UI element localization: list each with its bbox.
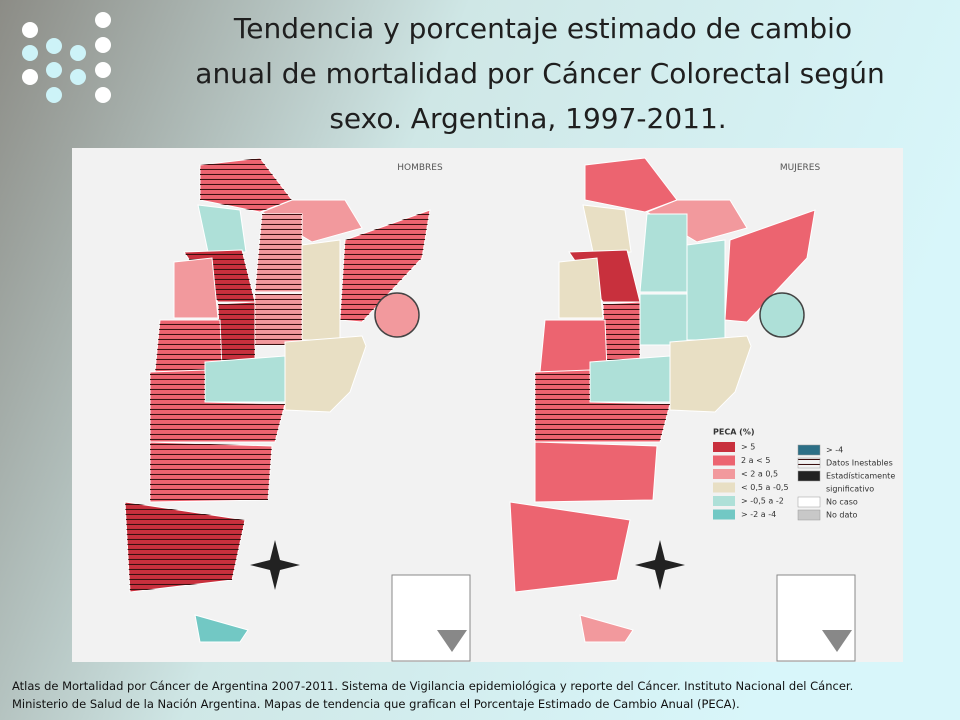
map-label: HOMBRES bbox=[397, 163, 443, 173]
inset-shape bbox=[437, 630, 467, 652]
province-hatch bbox=[200, 158, 292, 212]
province bbox=[589, 355, 671, 403]
province-hatch bbox=[255, 214, 302, 292]
legend-swatch bbox=[713, 509, 735, 520]
legend-label: < 2 a 0,5 bbox=[741, 470, 778, 479]
caption: Ministerio de Salud de la Nación Argenti… bbox=[12, 697, 740, 711]
title: Tendencia y porcentaje estimado de cambi… bbox=[233, 12, 852, 45]
legend-swatch bbox=[797, 470, 821, 482]
legend-swatch bbox=[713, 442, 735, 452]
province-hatch bbox=[218, 302, 255, 360]
province-hatch bbox=[155, 320, 222, 372]
logo-dots bbox=[22, 12, 111, 103]
province bbox=[579, 614, 634, 643]
legend-label: Datos Inestables bbox=[826, 459, 893, 468]
province bbox=[509, 501, 631, 593]
legend-label: > -0,5 a -2 bbox=[741, 497, 784, 506]
inset-box bbox=[391, 574, 471, 662]
province-hatch bbox=[340, 210, 430, 322]
province bbox=[639, 293, 688, 346]
legend-swatch bbox=[797, 444, 821, 456]
legend-swatch bbox=[797, 496, 821, 508]
province bbox=[558, 257, 604, 319]
province bbox=[284, 335, 367, 413]
inset-circle bbox=[374, 292, 420, 338]
province bbox=[204, 355, 286, 403]
legend-label: 2 a < 5 bbox=[741, 456, 770, 465]
province-hatch bbox=[255, 294, 302, 345]
legend-swatch bbox=[797, 457, 821, 469]
legend-title: PECA (%) bbox=[713, 428, 755, 437]
legend-label: Estadísticamente bbox=[826, 472, 895, 481]
inset-box bbox=[776, 574, 856, 662]
title: sexo. Argentina, 1997-2011. bbox=[329, 102, 726, 135]
province bbox=[260, 199, 363, 243]
legend-label: No caso bbox=[826, 498, 858, 507]
legend-label: < 0,5 a -0,5 bbox=[741, 483, 789, 492]
map-label: MUJERES bbox=[780, 163, 821, 173]
province-hatch bbox=[603, 302, 640, 360]
province bbox=[669, 335, 752, 413]
legend-swatch bbox=[797, 509, 821, 521]
legend-swatch bbox=[713, 469, 735, 479]
province-hatch bbox=[150, 442, 272, 502]
legend: PECA (%) > 5 2 a < 5 < 2 a 0,5 < 0,5 a -0,5… bbox=[713, 428, 895, 521]
inset-shape bbox=[822, 630, 852, 652]
province bbox=[686, 239, 726, 341]
province bbox=[645, 199, 748, 243]
province-hatch bbox=[535, 370, 670, 442]
province-hatch bbox=[150, 370, 285, 442]
legend-swatch bbox=[713, 482, 735, 493]
province bbox=[173, 257, 219, 319]
legend-label: significativo bbox=[826, 485, 874, 494]
province-hatch bbox=[125, 502, 245, 592]
compass bbox=[635, 540, 685, 590]
legend-label: > 5 bbox=[741, 443, 755, 452]
legend-swatch bbox=[713, 455, 735, 466]
province bbox=[582, 204, 632, 253]
legend-label: > -4 bbox=[826, 446, 843, 455]
province bbox=[197, 204, 247, 253]
title: anual de mortalidad por Cáncer Colorecta… bbox=[195, 57, 884, 90]
legend-swatch bbox=[713, 496, 735, 506]
province bbox=[194, 614, 249, 643]
province bbox=[639, 213, 688, 293]
inset-circle bbox=[759, 292, 805, 338]
legend-label: No dato bbox=[826, 511, 858, 520]
province bbox=[534, 441, 658, 503]
province bbox=[301, 239, 341, 341]
compass bbox=[250, 540, 300, 590]
legend-label: > -2 a -4 bbox=[741, 510, 776, 519]
caption: Atlas de Mortalidad por Cáncer de Argent… bbox=[12, 679, 853, 693]
province bbox=[724, 209, 816, 323]
